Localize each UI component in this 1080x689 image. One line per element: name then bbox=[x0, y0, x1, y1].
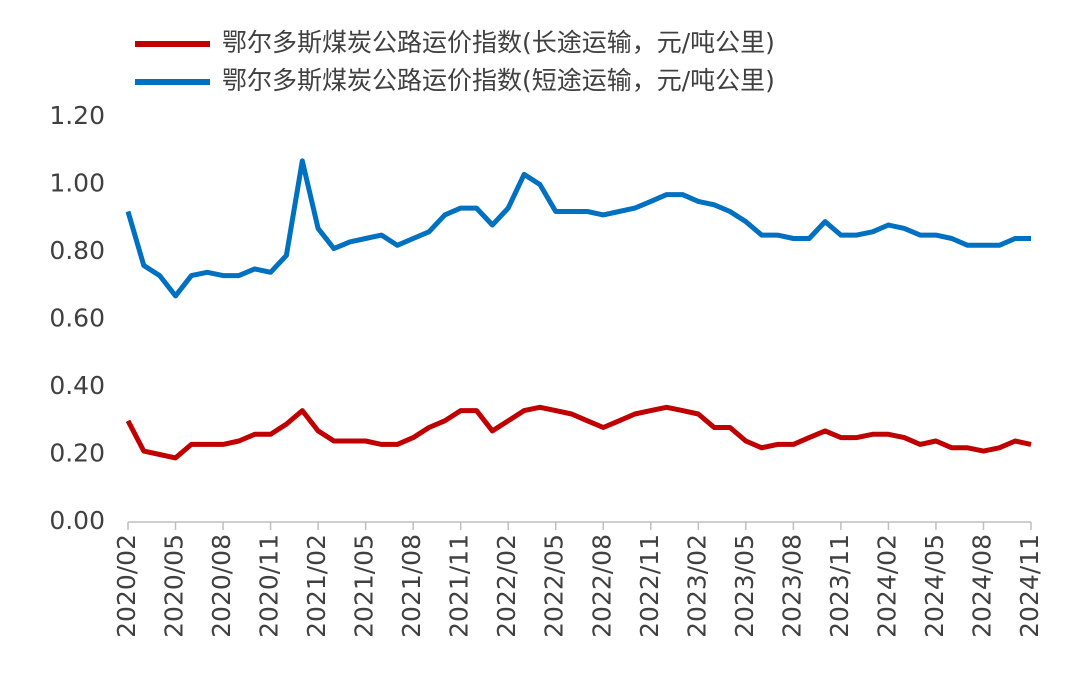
x-tick-label: 2023/05 bbox=[730, 534, 759, 638]
series-line bbox=[125, 158, 1031, 299]
x-tick-label: 2021/02 bbox=[302, 534, 331, 638]
x-tick-label: 2022/08 bbox=[587, 534, 616, 638]
x-tick-label: 2021/05 bbox=[350, 534, 379, 638]
x-tick-label: 2020/05 bbox=[160, 534, 189, 638]
y-tick-label: 0.20 bbox=[49, 439, 105, 468]
y-tick-label: 0.00 bbox=[49, 506, 105, 535]
y-tick-label: 0.80 bbox=[49, 236, 105, 265]
x-tick-label: 2022/05 bbox=[540, 534, 569, 638]
y-tick-label: 1.00 bbox=[49, 169, 105, 198]
x-tick-label: 2024/05 bbox=[920, 534, 949, 638]
x-tick-label: 2021/08 bbox=[397, 534, 426, 638]
x-tick-label: 2020/11 bbox=[255, 534, 284, 638]
x-tick-label: 2023/02 bbox=[682, 534, 711, 638]
x-tick-label: 2021/11 bbox=[445, 534, 474, 638]
x-tick-label: 2023/11 bbox=[825, 534, 854, 638]
y-tick-label: 0.40 bbox=[49, 371, 105, 400]
y-tick-label: 1.20 bbox=[49, 101, 105, 130]
series-line bbox=[125, 404, 1032, 461]
legend-label: 鄂尔多斯煤炭公路运价指数(短途运输，元/吨公里) bbox=[222, 66, 775, 95]
x-tick-label: 2020/08 bbox=[207, 534, 236, 638]
legend-label: 鄂尔多斯煤炭公路运价指数(长途运输，元/吨公里) bbox=[222, 28, 775, 57]
x-tick-label: 2024/08 bbox=[967, 534, 996, 638]
x-tick-label: 2024/11 bbox=[1015, 534, 1044, 638]
x-tick-label: 2022/02 bbox=[492, 534, 521, 638]
x-tick-label: 2023/08 bbox=[777, 534, 806, 638]
x-tick-label: 2024/02 bbox=[872, 534, 901, 638]
x-tick-label: 2022/11 bbox=[635, 534, 664, 638]
x-tick-label: 2020/02 bbox=[112, 534, 141, 638]
y-tick-label: 0.60 bbox=[49, 304, 105, 333]
